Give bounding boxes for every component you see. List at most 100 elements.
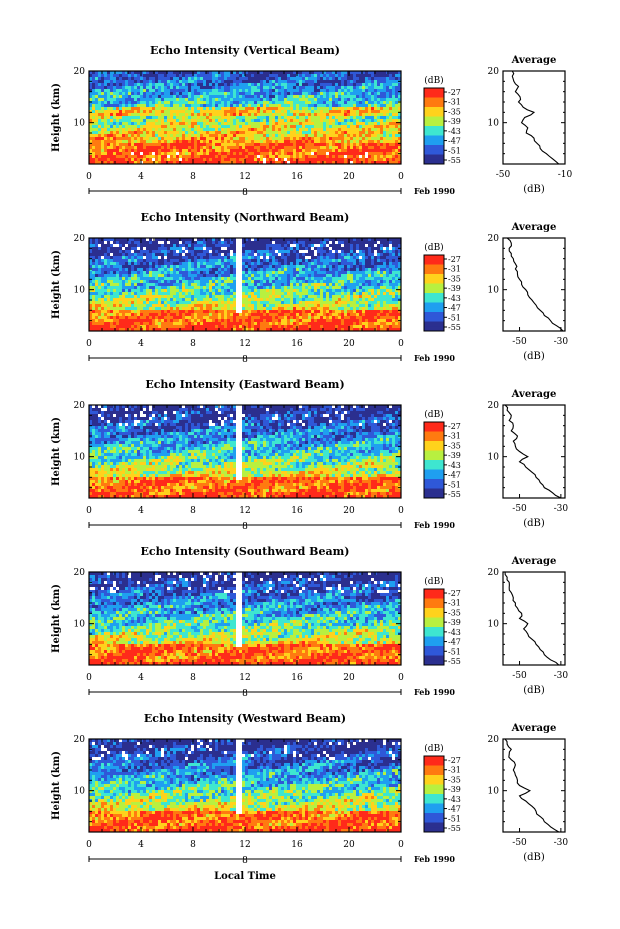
heatmap-cell xyxy=(203,98,207,102)
heatmap-cell xyxy=(191,283,195,287)
heatmap-cell xyxy=(128,122,132,126)
heatmap-cell xyxy=(149,256,153,260)
heatmap-cell xyxy=(233,271,237,275)
heatmap-cell xyxy=(242,131,246,135)
heatmap-cell xyxy=(269,83,273,87)
heatmap-cell xyxy=(380,128,384,132)
heatmap-cell xyxy=(125,268,129,272)
heatmap-cell xyxy=(179,256,183,260)
heatmap-cell xyxy=(182,77,186,81)
heatmap-cell xyxy=(305,149,309,153)
heatmap-cell xyxy=(140,256,144,260)
heatmap-cell xyxy=(140,137,144,141)
heatmap-cell xyxy=(152,107,156,111)
heatmap-cell xyxy=(284,259,288,263)
heatmap-cell xyxy=(149,265,153,269)
heatmap-cell xyxy=(110,280,114,284)
heatmap-cell xyxy=(290,71,294,75)
heatmap-cell xyxy=(353,140,357,144)
heatmap-cell xyxy=(104,113,108,117)
heatmap-cell xyxy=(377,101,381,105)
heatmap-cell xyxy=(227,89,231,93)
heatmap-cell xyxy=(326,152,330,156)
heatmap-cell xyxy=(206,271,210,275)
heatmap-cell xyxy=(341,253,345,257)
heatmap-cell xyxy=(218,158,222,162)
heatmap-cell xyxy=(113,122,117,126)
heatmap-cell xyxy=(101,107,105,111)
heatmap-cell xyxy=(98,149,102,153)
heatmap-cell xyxy=(302,241,306,245)
heatmap-cell xyxy=(203,95,207,99)
heatmap-cell xyxy=(104,247,108,251)
heatmap-cell xyxy=(95,77,99,81)
heatmap-cell xyxy=(383,110,387,114)
heatmap-cell xyxy=(362,137,366,141)
heatmap-cell xyxy=(353,265,357,269)
heatmap-cell xyxy=(215,104,219,108)
heatmap-cell xyxy=(167,104,171,108)
heatmap-cell xyxy=(386,125,390,129)
heatmap-cell xyxy=(284,244,288,248)
heatmap-cell xyxy=(182,98,186,102)
heatmap-cell xyxy=(374,104,378,108)
heatmap-cell xyxy=(221,131,225,135)
heatmap-cell xyxy=(266,89,270,93)
heatmap-cell xyxy=(356,83,360,87)
heatmap-cell xyxy=(326,83,330,87)
heatmap-cell xyxy=(215,277,219,281)
heatmap-cell xyxy=(257,71,261,75)
heatmap-cell xyxy=(371,80,375,84)
heatmap-cell xyxy=(308,140,312,144)
heatmap-cell xyxy=(185,149,189,153)
heatmap-cell xyxy=(278,241,282,245)
heatmap-cell xyxy=(296,250,300,254)
heatmap-cell xyxy=(152,77,156,81)
heatmap-cell xyxy=(353,134,357,138)
heatmap-cell xyxy=(398,268,402,272)
heatmap-cell xyxy=(245,283,249,287)
heatmap-cell xyxy=(164,274,168,278)
heatmap-cell xyxy=(320,262,324,266)
heatmap-cell xyxy=(161,95,165,99)
heatmap-cell xyxy=(350,152,354,156)
heatmap-cell xyxy=(143,122,147,126)
heatmap-cell xyxy=(143,238,147,242)
heatmap-cell xyxy=(302,134,306,138)
heatmap-cell xyxy=(239,110,243,114)
heatmap-cell xyxy=(107,113,111,117)
heatmap-cell xyxy=(338,116,342,120)
heatmap-cell xyxy=(305,137,309,141)
heatmap-cell xyxy=(302,268,306,272)
heatmap-cell xyxy=(200,271,204,275)
heatmap-cell xyxy=(344,280,348,284)
heatmap-cell xyxy=(152,155,156,159)
heatmap-cell xyxy=(284,92,288,96)
heatmap-cell xyxy=(290,149,294,153)
heatmap-cell xyxy=(395,238,399,242)
heatmap-cell xyxy=(308,74,312,78)
heatmap-cell xyxy=(104,280,108,284)
heatmap-cell xyxy=(341,155,345,159)
heatmap-cell xyxy=(260,80,264,84)
heatmap-cell xyxy=(176,116,180,120)
heatmap-cell xyxy=(269,119,273,123)
heatmap-cell xyxy=(299,262,303,266)
heatmap-cell xyxy=(269,158,273,162)
heatmap-cell xyxy=(257,92,261,96)
heatmap-cell xyxy=(323,83,327,87)
heatmap-cell xyxy=(149,238,153,242)
heatmap-cell xyxy=(92,116,96,120)
heatmap-cell xyxy=(332,140,336,144)
heatmap-cell xyxy=(236,152,240,156)
heatmap-cell xyxy=(260,149,264,153)
heatmap-cell xyxy=(335,253,339,257)
heatmap-cell xyxy=(365,146,369,150)
heatmap-cell xyxy=(338,110,342,114)
heatmap-cell xyxy=(362,98,366,102)
heatmap-cell xyxy=(140,250,144,254)
heatmap-cell xyxy=(206,77,210,81)
heatmap-cell xyxy=(353,71,357,75)
heatmap-cell xyxy=(131,122,135,126)
heatmap-cell xyxy=(239,107,243,111)
